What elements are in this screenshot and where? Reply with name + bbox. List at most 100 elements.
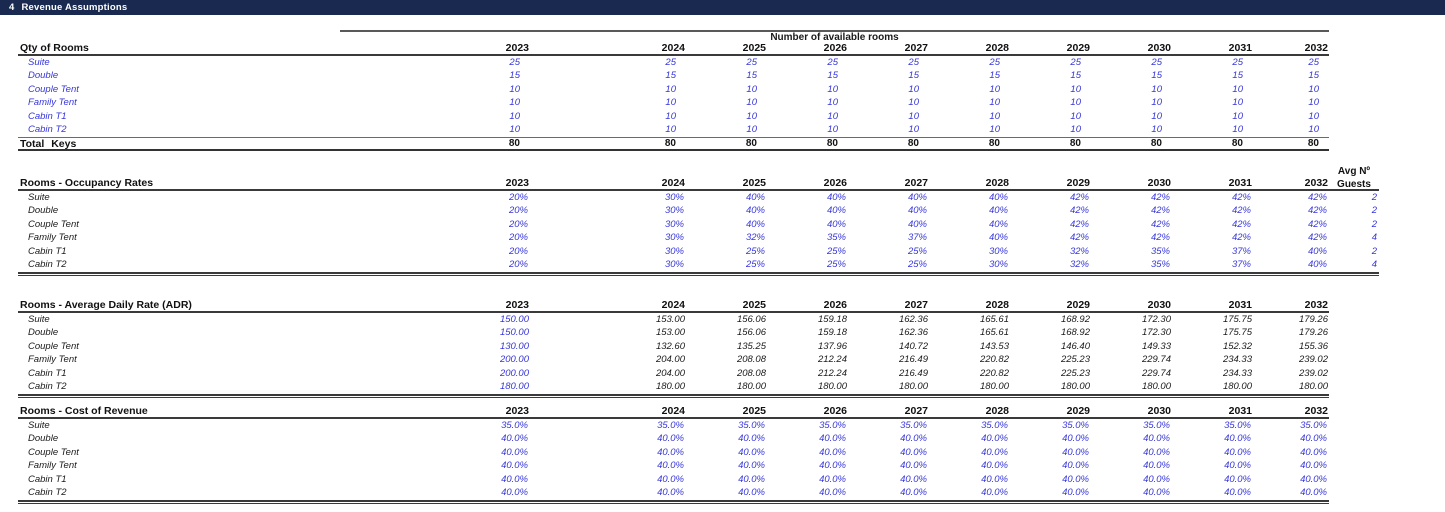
- value-cell[interactable]: 208.08: [736, 354, 766, 366]
- value-cell[interactable]: 35.0%: [819, 419, 846, 431]
- value-cell[interactable]: 40%: [988, 232, 1008, 244]
- total-value-cell[interactable]: 80: [745, 137, 757, 149]
- value-cell[interactable]: 200.00: [499, 354, 529, 366]
- value-cell[interactable]: 15: [665, 70, 676, 82]
- value-cell[interactable]: 40%: [907, 218, 927, 230]
- value-cell[interactable]: 35.0%: [657, 419, 684, 431]
- value-cell[interactable]: 15: [509, 70, 520, 82]
- value-cell[interactable]: 40.0%: [900, 473, 927, 485]
- value-cell[interactable]: 40.0%: [981, 473, 1008, 485]
- value-cell[interactable]: 40.0%: [900, 433, 927, 445]
- value-cell[interactable]: 42%: [1231, 232, 1251, 244]
- year-header-cell[interactable]: 2027: [904, 42, 928, 54]
- value-cell[interactable]: 40.0%: [738, 473, 765, 485]
- value-cell[interactable]: 25%: [907, 245, 927, 257]
- value-cell[interactable]: 35.0%: [738, 419, 765, 431]
- qty-table-header[interactable]: Qty of Rooms: [20, 42, 89, 54]
- value-cell[interactable]: 180.00: [736, 381, 766, 393]
- value-cell[interactable]: 25: [1070, 56, 1081, 68]
- value-cell[interactable]: 30%: [664, 245, 684, 257]
- value-cell[interactable]: 32%: [1069, 259, 1089, 271]
- row-label-cell[interactable]: Couple Tent: [28, 446, 79, 458]
- total-value-cell[interactable]: 80: [907, 137, 919, 149]
- value-cell[interactable]: 10: [1308, 124, 1319, 136]
- value-cell[interactable]: 42%: [1231, 191, 1251, 203]
- value-cell[interactable]: 132.60: [655, 340, 685, 352]
- value-cell[interactable]: 10: [908, 110, 919, 122]
- value-cell[interactable]: 216.49: [898, 354, 928, 366]
- value-cell[interactable]: 149.33: [1141, 340, 1171, 352]
- value-cell[interactable]: 10: [1070, 83, 1081, 95]
- value-cell[interactable]: 175.75: [1222, 327, 1252, 339]
- value-cell[interactable]: 10: [989, 97, 1000, 109]
- year-header-cell[interactable]: 2025: [742, 405, 766, 417]
- value-cell[interactable]: 10: [1151, 110, 1162, 122]
- row-label-cell[interactable]: Cabin T2: [28, 487, 67, 499]
- year-header-cell[interactable]: 2032: [1304, 42, 1328, 54]
- value-cell[interactable]: 40.0%: [1300, 446, 1327, 458]
- year-header-cell[interactable]: 2031: [1228, 42, 1252, 54]
- value-cell[interactable]: 159.18: [817, 313, 847, 325]
- value-cell[interactable]: 239.02: [1298, 354, 1328, 366]
- value-cell[interactable]: 15: [827, 70, 838, 82]
- value-cell[interactable]: 143.53: [979, 340, 1009, 352]
- value-cell[interactable]: 208.08: [736, 367, 766, 379]
- value-cell[interactable]: 40.0%: [981, 460, 1008, 472]
- value-cell[interactable]: 229.74: [1141, 354, 1171, 366]
- value-cell[interactable]: 20%: [508, 259, 528, 271]
- value-cell[interactable]: 40.0%: [1062, 446, 1089, 458]
- value-cell[interactable]: 200.00: [499, 367, 529, 379]
- year-header-cell[interactable]: 2024: [661, 299, 685, 311]
- year-header-cell[interactable]: 2029: [1066, 42, 1090, 54]
- value-cell[interactable]: 40%: [745, 205, 765, 217]
- value-cell[interactable]: 35.0%: [900, 419, 927, 431]
- value-cell[interactable]: 162.36: [898, 327, 928, 339]
- value-cell[interactable]: 42%: [1307, 232, 1327, 244]
- value-cell[interactable]: 20%: [508, 232, 528, 244]
- value-cell[interactable]: 42%: [1150, 191, 1170, 203]
- avg-guests-value-cell[interactable]: 4: [1371, 232, 1377, 244]
- value-cell[interactable]: 10: [827, 110, 838, 122]
- value-cell[interactable]: 165.61: [979, 313, 1009, 325]
- total-value-cell[interactable]: 80: [988, 137, 1000, 149]
- value-cell[interactable]: 179.26: [1298, 313, 1328, 325]
- value-cell[interactable]: 15: [908, 70, 919, 82]
- value-cell[interactable]: 172.30: [1141, 327, 1171, 339]
- value-cell[interactable]: 204.00: [655, 354, 685, 366]
- year-header-cell[interactable]: 2029: [1066, 299, 1090, 311]
- value-cell[interactable]: 42%: [1069, 218, 1089, 230]
- row-label-cell[interactable]: Family Tent: [28, 354, 77, 366]
- value-cell[interactable]: 10: [665, 124, 676, 136]
- value-cell[interactable]: 40.0%: [1224, 473, 1251, 485]
- value-cell[interactable]: 25: [1232, 56, 1243, 68]
- value-cell[interactable]: 35.0%: [1062, 419, 1089, 431]
- year-header-cell[interactable]: 2027: [904, 299, 928, 311]
- value-cell[interactable]: 40.0%: [501, 473, 528, 485]
- year-header-cell[interactable]: 2028: [985, 299, 1009, 311]
- year-header-cell[interactable]: 2031: [1228, 405, 1252, 417]
- year-header-cell[interactable]: 2024: [661, 42, 685, 54]
- row-label-cell[interactable]: Family Tent: [28, 232, 77, 244]
- value-cell[interactable]: 15: [746, 70, 757, 82]
- value-cell[interactable]: 180.00: [655, 381, 685, 393]
- value-cell[interactable]: 40%: [826, 218, 846, 230]
- value-cell[interactable]: 225.23: [1060, 354, 1090, 366]
- avg-guests-value-cell[interactable]: 2: [1371, 191, 1377, 203]
- value-cell[interactable]: 40.0%: [1143, 446, 1170, 458]
- value-cell[interactable]: 40%: [826, 205, 846, 217]
- value-cell[interactable]: 37%: [907, 232, 927, 244]
- value-cell[interactable]: 35.0%: [1224, 419, 1251, 431]
- value-cell[interactable]: 35%: [1150, 245, 1170, 257]
- value-cell[interactable]: 40.0%: [1300, 473, 1327, 485]
- value-cell[interactable]: 10: [908, 97, 919, 109]
- value-cell[interactable]: 10: [1308, 83, 1319, 95]
- value-cell[interactable]: 40.0%: [657, 433, 684, 445]
- value-cell[interactable]: 10: [1070, 124, 1081, 136]
- value-cell[interactable]: 40%: [1307, 259, 1327, 271]
- value-cell[interactable]: 10: [989, 110, 1000, 122]
- value-cell[interactable]: 40%: [988, 205, 1008, 217]
- value-cell[interactable]: 42%: [1307, 205, 1327, 217]
- value-cell[interactable]: 25%: [745, 259, 765, 271]
- value-cell[interactable]: 25%: [826, 245, 846, 257]
- value-cell[interactable]: 239.02: [1298, 367, 1328, 379]
